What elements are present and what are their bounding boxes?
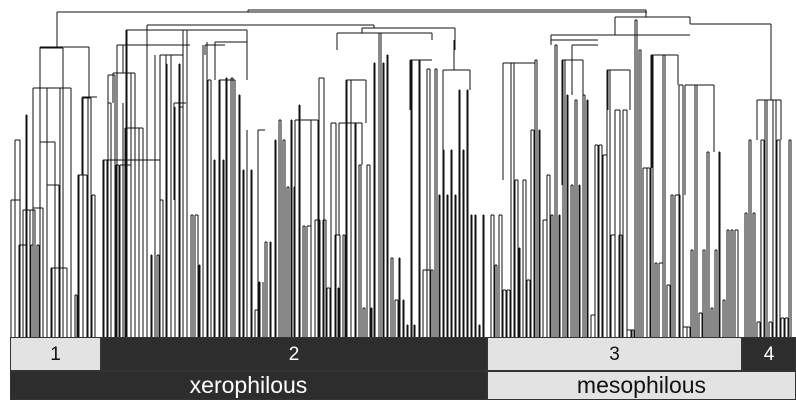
cluster-2-bar: 2 [101, 337, 487, 371]
group-xerophilous-bar: xerophilous [10, 371, 487, 400]
group-mesophilous-label: mesophilous [576, 372, 707, 398]
cluster-1-label: 1 [50, 343, 61, 365]
dendrogram-branches [10, 9, 792, 337]
cluster-3-label: 3 [609, 343, 620, 365]
cluster-4-label: 4 [763, 343, 775, 365]
cluster-1-bar: 1 [10, 337, 101, 371]
cluster-4-bar: 4 [742, 337, 796, 371]
group-xerophilous-label: xerophilous [189, 372, 308, 398]
cluster-3-bar: 3 [487, 337, 742, 371]
cluster-2-label: 2 [288, 343, 300, 365]
group-mesophilous-bar: mesophilous [487, 371, 796, 400]
